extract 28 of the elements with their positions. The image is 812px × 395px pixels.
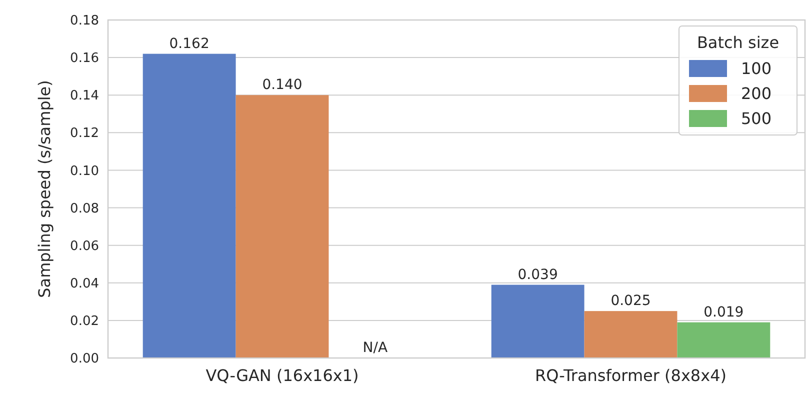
data-label: 0.019 — [704, 304, 744, 320]
legend-label: 200 — [741, 84, 772, 103]
data-label: 0.039 — [518, 266, 558, 283]
y-tick-label: 0.10 — [70, 164, 99, 179]
bar — [236, 95, 329, 358]
y-tick-label: 0.08 — [70, 201, 99, 216]
data-label: 0.162 — [169, 36, 210, 52]
x-tick-label: VQ-GAN (16x16x1) — [206, 366, 359, 385]
text: N/A — [362, 340, 388, 356]
y-tick-label: 0.12 — [70, 126, 99, 142]
y-tick-label: 0.00 — [70, 352, 99, 367]
data-label: 0.025 — [610, 293, 651, 310]
y-tick-label: 0.02 — [70, 314, 99, 329]
bar — [491, 284, 584, 358]
x-tick-label: RQ-Transformer (8x8x4) — [534, 366, 727, 385]
y-tick-label: 0.04 — [70, 276, 99, 292]
bar — [142, 54, 236, 358]
legend-label: 100 — [741, 59, 772, 78]
y-tick-label: 0.06 — [70, 238, 99, 254]
y-tick-label: 0.14 — [70, 88, 99, 104]
bar — [677, 322, 770, 358]
legend-label: 500 — [741, 109, 772, 128]
y-axis-title: Sampling speed (s/sample) — [35, 80, 54, 298]
data-label: 0.140 — [262, 77, 302, 94]
bar — [584, 311, 678, 358]
y-tick-label: 0.16 — [70, 51, 99, 66]
legend-title: Batch size — [696, 33, 780, 52]
y-tick-label: 0.18 — [70, 14, 99, 29]
